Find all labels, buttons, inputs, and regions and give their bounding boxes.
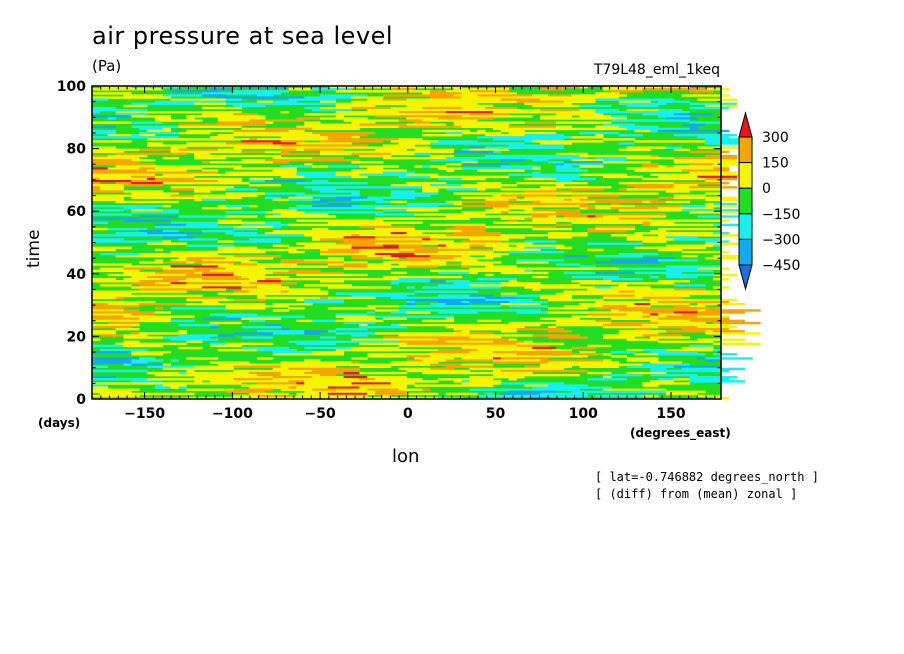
x-tick-label: −150 [124,406,165,422]
x-axis-label: lon [392,446,420,467]
colorbar-label: 150 [762,156,789,172]
colorbar-box [738,187,753,215]
colorbar: 300 150 0 −150 −300 −450 [738,111,800,291]
contour-field [92,86,761,400]
x-axis-ticks: −150 −100 −50 0 50 100 150 [100,86,716,422]
x-axis-units: (degrees_east) [630,426,731,440]
x-tick-label: −50 [304,406,335,422]
colorbar-box [738,213,753,240]
latitude-note: [ lat=-0.746882 degrees_north ] [595,470,819,484]
colorbar-min-arrow [738,264,753,291]
diff-note: [ (diff) from (mean) zonal ] [595,487,798,501]
colorbar-label: 300 [762,130,789,146]
x-tick-label: 150 [656,406,685,422]
x-tick-label: 0 [403,406,413,422]
colorbar-label: −300 [762,232,800,248]
colorbar-box [738,136,753,164]
colorbar-label: −450 [762,258,800,274]
colorbar-label: −150 [762,207,800,223]
y-tick-label: 20 [67,329,87,345]
run-name: T79L48_eml_1keq [593,62,720,78]
y-tick-label: 80 [67,142,87,158]
y-tick-label: 100 [57,79,86,95]
y-tick-label: 0 [76,392,86,408]
y-tick-label: 40 [67,267,87,283]
colorbar-box [738,162,753,189]
chart-units: (Pa) [92,57,122,75]
x-tick-label: −100 [212,406,253,422]
colorbar-label: 0 [762,181,771,197]
y-axis-ticks: 0 20 40 60 80 100 [57,79,721,408]
chart-title: air pressure at sea level [92,22,394,50]
y-axis-units: (days) [38,416,81,430]
colorbar-box [738,238,753,266]
x-tick-label: 50 [486,406,506,422]
x-tick-label: 100 [569,406,598,422]
y-tick-label: 60 [67,204,87,220]
colorbar-max-arrow [738,111,753,138]
